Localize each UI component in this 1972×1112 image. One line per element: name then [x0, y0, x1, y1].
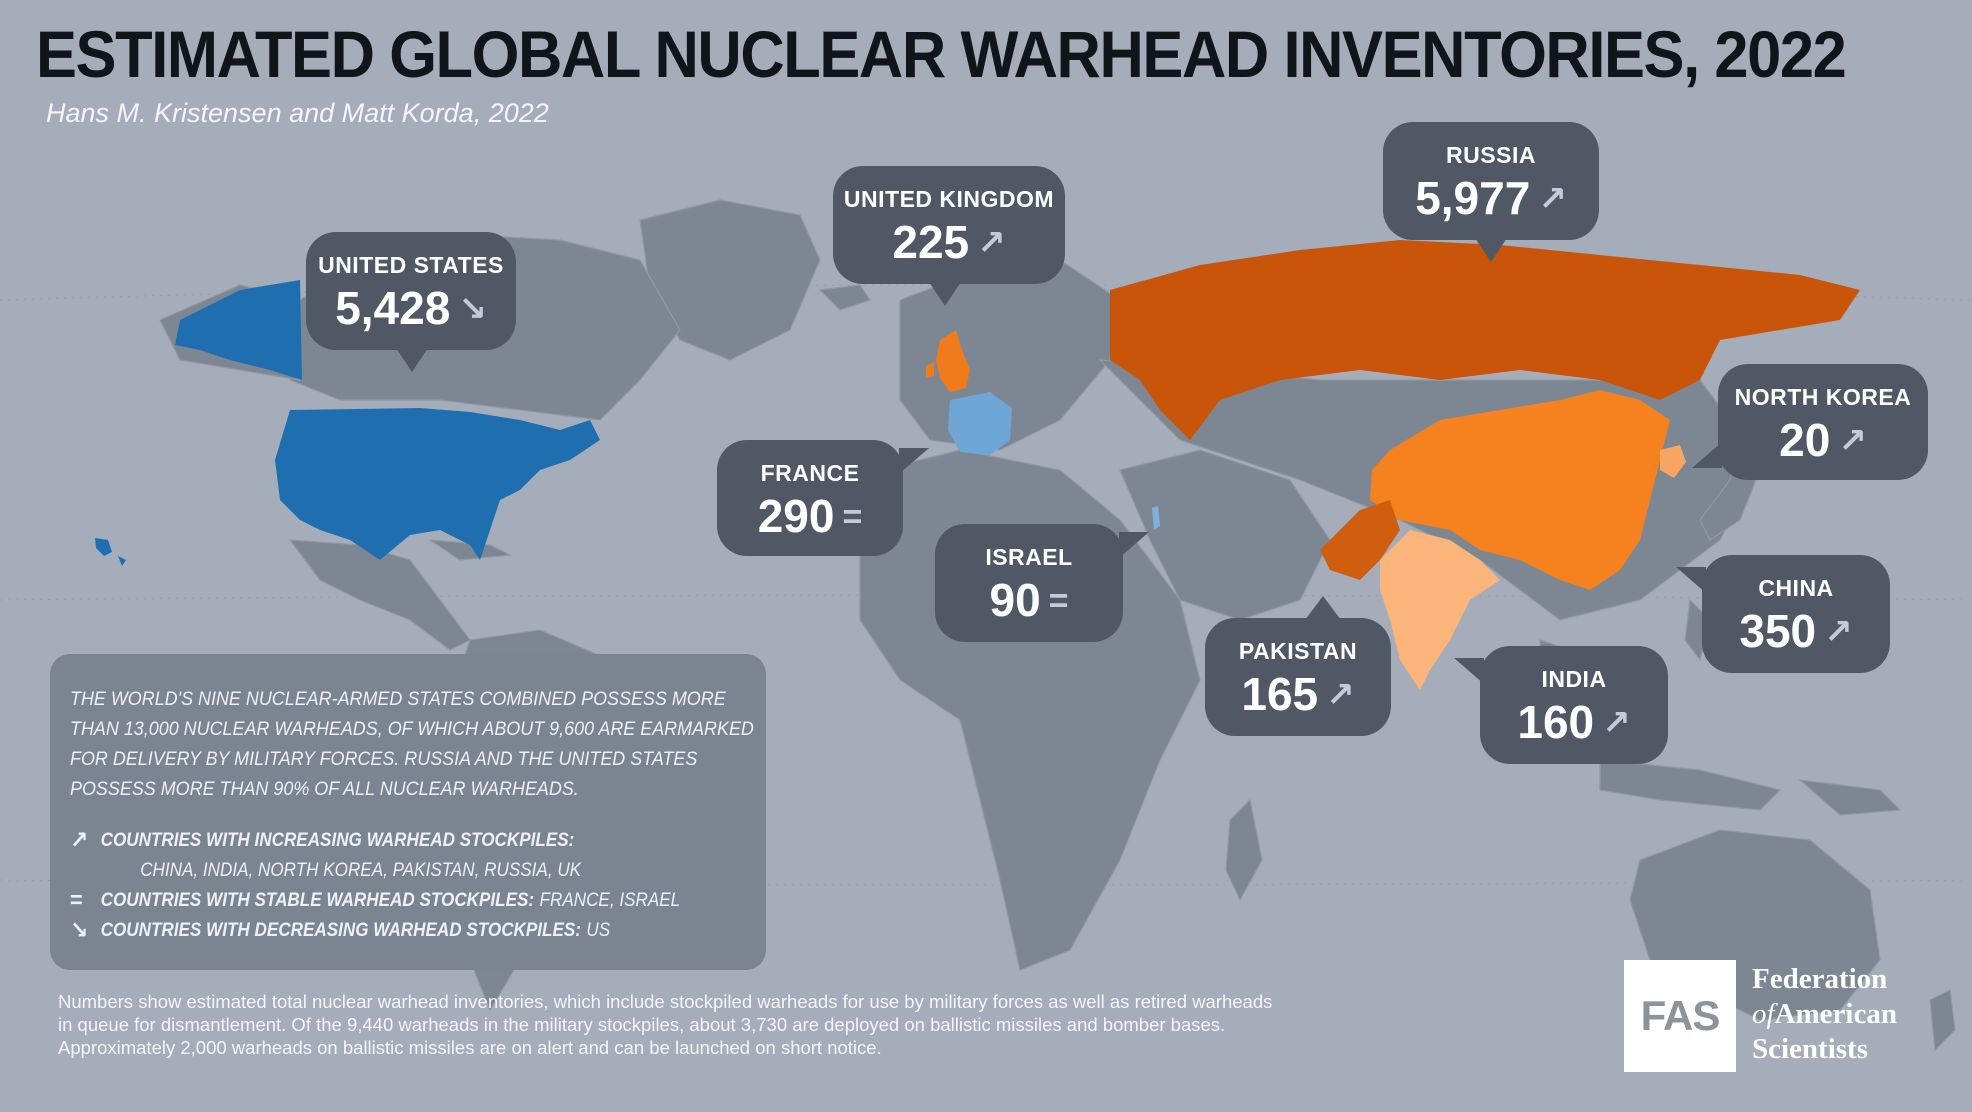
callout-value-row: 90 =	[935, 571, 1123, 627]
callout-united-states: UNITED STATES 5,428 ↘	[306, 232, 516, 372]
equals-icon: =	[70, 887, 83, 914]
callout-country-name: UNITED STATES	[318, 252, 504, 278]
fas-logo: FAS	[1624, 960, 1736, 1072]
russia-shape	[1110, 240, 1860, 440]
callout-country-name: CHINA	[1758, 575, 1834, 601]
callout-russia: RUSSIA 5,977 ↗	[1383, 122, 1599, 262]
callout-china: CHINA 350 ↗	[1676, 555, 1890, 673]
callout-value-row: 5,977 ↗	[1383, 169, 1599, 225]
equals-icon: =	[1048, 582, 1069, 620]
callout-israel: ISRAEL 90 =	[935, 524, 1149, 642]
callout-pointer	[1475, 238, 1507, 262]
arrow-up-right-icon: ↗	[70, 827, 89, 854]
page-subtitle: Hans M. Kristensen and Matt Korda, 2022	[46, 98, 549, 128]
callout-warhead-count: 350	[1739, 605, 1817, 657]
fas-logo-mark: FAS	[1640, 992, 1721, 1039]
callout-pointer	[929, 282, 961, 306]
callout-value-row: 165 ↗	[1205, 665, 1391, 721]
callout-country-name: NORTH KOREA	[1734, 384, 1912, 410]
callout-warhead-count: 165	[1241, 668, 1319, 720]
callout-country-name: INDIA	[1541, 666, 1607, 692]
callout-warhead-count: 5,428	[335, 282, 451, 334]
callout-india: INDIA 160 ↗	[1454, 646, 1668, 764]
callout-value-row: 350 ↗	[1702, 602, 1890, 658]
fas-name-of: of	[1752, 998, 1775, 1030]
legend-stable-list: FRANCE, ISRAEL	[539, 890, 681, 911]
callout-pointer	[1119, 532, 1149, 558]
north-korea-shape	[1660, 445, 1686, 478]
arrow-up-right-icon: ↗	[1824, 613, 1853, 651]
legend-decreasing: ↘ COUNTRIES WITH DECREASING WARHEAD STOC…	[70, 916, 754, 946]
united-states-shape	[275, 408, 600, 560]
united-kingdom-shape	[926, 330, 970, 392]
equals-icon: =	[842, 498, 863, 536]
callout-pointer	[1676, 567, 1706, 593]
callout-warhead-count: 90	[989, 574, 1041, 626]
legend-increasing: ↗ COUNTRIES WITH INCREASING WARHEAD STOC…	[70, 826, 754, 856]
fas-name-line2: American	[1774, 998, 1897, 1030]
callout-pointer	[1454, 658, 1484, 684]
arrow-up-right-icon: ↗	[1838, 422, 1867, 460]
callout-united-kingdom: UNITED KINGDOM 225 ↗	[833, 166, 1065, 306]
france-shape	[948, 392, 1012, 455]
arrow-up-right-icon: ↗	[977, 224, 1006, 262]
info-box: THE WORLD'S NINE NUCLEAR-ARMED STATES CO…	[50, 654, 766, 970]
legend-decreasing-list: US	[586, 920, 611, 941]
callout-warhead-count: 5,977	[1415, 172, 1531, 224]
callout-value-row: 160 ↗	[1480, 693, 1668, 749]
legend-increasing-label: COUNTRIES WITH INCREASING WARHEAD STOCKP…	[100, 830, 575, 851]
callout-country-name: ISRAEL	[985, 544, 1073, 570]
arrow-up-right-icon: ↗	[1326, 676, 1355, 714]
legend-stable-label: COUNTRIES WITH STABLE WARHEAD STOCKPILES…	[100, 890, 535, 911]
arrow-up-right-icon: ↗	[1538, 180, 1567, 218]
india-shape	[1380, 530, 1500, 690]
callout-pointer	[396, 348, 428, 372]
callout-warhead-count: 225	[892, 216, 970, 268]
callout-france: FRANCE 290 =	[717, 440, 929, 556]
callout-value-row: 20 ↗	[1718, 411, 1928, 467]
callout-value-row: 290 =	[717, 487, 903, 543]
callout-pointer	[1305, 596, 1341, 620]
callout-value-row: 5,428 ↘	[306, 279, 516, 335]
arrow-up-right-icon: ↗	[1602, 704, 1631, 742]
united-states-alaska-shape	[175, 280, 302, 380]
callout-warhead-count: 20	[1779, 414, 1831, 466]
footnote: Numbers show estimated total nuclear war…	[58, 991, 1273, 1058]
callout-country-name: PAKISTAN	[1238, 638, 1358, 664]
israel-shape	[1152, 506, 1160, 530]
callout-warhead-count: 160	[1517, 696, 1595, 748]
arrow-down-right-icon: ↘	[70, 917, 89, 944]
callout-country-name: RUSSIA	[1446, 142, 1536, 168]
callout-pointer	[1692, 442, 1722, 468]
callout-warhead-count: 290	[757, 490, 835, 542]
callout-country-name: FRANCE	[760, 460, 860, 486]
callout-value-row: 225 ↗	[833, 213, 1065, 269]
fas-name-line3: Scientists	[1752, 1033, 1868, 1065]
page-title: ESTIMATED GLOBAL NUCLEAR WARHEAD INVENTO…	[36, 17, 1847, 91]
legend-decreasing-label: COUNTRIES WITH DECREASING WARHEAD STOCKP…	[100, 920, 582, 941]
callout-country-name: UNITED KINGDOM	[843, 186, 1055, 212]
callout-north-korea: NORTH KOREA 20 ↗	[1692, 364, 1928, 480]
legend-increasing-list: CHINA, INDIA, NORTH KOREA, PAKISTAN, RUS…	[140, 860, 582, 881]
legend-stable: = COUNTRIES WITH STABLE WARHEAD STOCKPIL…	[70, 886, 754, 916]
callout-pointer	[899, 448, 929, 474]
fas-organization-name: Federation ofAmerican Scientists	[1752, 962, 1897, 1067]
callout-pakistan: PAKISTAN 165 ↗	[1205, 596, 1391, 736]
fas-name-line1: Federation	[1752, 963, 1888, 995]
nuclear-states	[95, 240, 1860, 690]
info-lead: THE WORLD'S NINE NUCLEAR-ARMED STATES CO…	[70, 688, 754, 800]
united-states-hawaii-shape	[95, 538, 126, 566]
arrow-down-right-icon: ↘	[458, 290, 487, 328]
china-shape	[1370, 390, 1670, 590]
